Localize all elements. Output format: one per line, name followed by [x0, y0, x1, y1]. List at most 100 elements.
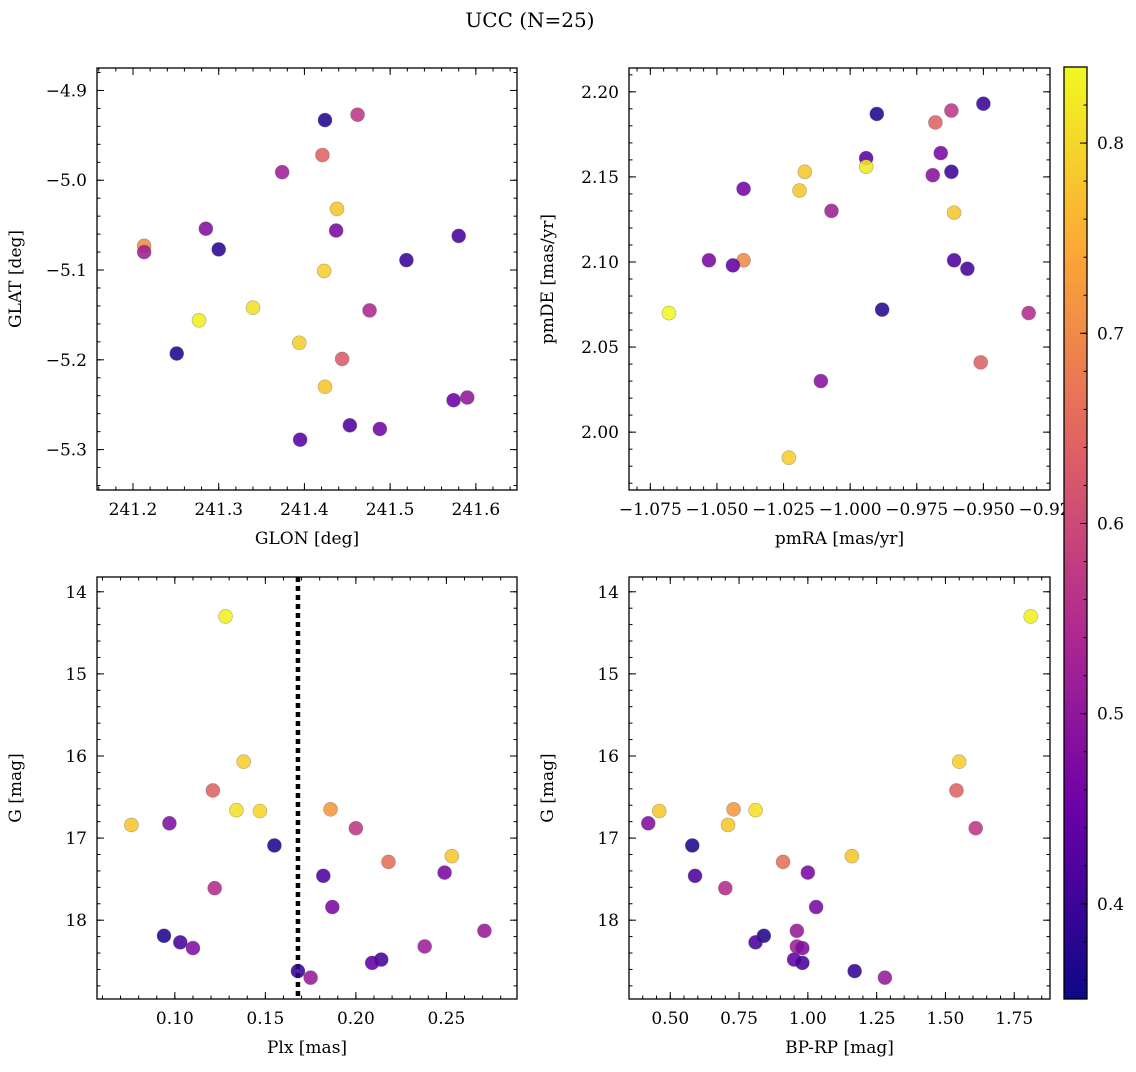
y-tick-label: 2.00 [581, 423, 619, 443]
data-point [444, 848, 460, 864]
panel-1: 241.2 241.3 241.4 241.5 241.6 −4.9 −5.0 −5.1 −5.… [6, 67, 518, 549]
data-point [701, 252, 717, 268]
data-point [775, 854, 791, 870]
y-tick-label: 15 [597, 665, 619, 685]
data-point [218, 609, 233, 624]
ticks: 0.10 0.15 0.20 0.25 14 15 16 17 18 [65, 577, 517, 1029]
x-tick-label: 0.20 [337, 1009, 375, 1029]
data-point [325, 899, 340, 915]
scatter-points [136, 107, 475, 448]
data-point [869, 106, 885, 122]
data-point [323, 802, 338, 817]
panel-4: 0.50 0.75 1.00 1.25 1.50 1.75 14 15 16 17 18 BP-RP … [538, 576, 1051, 1058]
data-point [960, 261, 975, 277]
y-tick-label: 2.20 [581, 83, 619, 103]
y-axis-label: pmDE [mas/yr] [538, 214, 558, 344]
colorbar: 0.4 0.5 0.6 0.7 0.8 [1063, 66, 1124, 1000]
data-point [1023, 609, 1039, 624]
x-tick-label: −0.950 [952, 500, 1015, 520]
data-point [267, 838, 282, 853]
y-tick-label: −5.0 [46, 171, 87, 191]
data-point [317, 379, 333, 395]
data-point [687, 868, 703, 884]
data-point [162, 816, 177, 831]
data-point [303, 970, 318, 985]
colorbar-tick-label: 0.8 [1097, 134, 1124, 154]
x-axis-label: GLON [deg] [255, 529, 359, 549]
y-tick-label: −5.1 [46, 261, 87, 281]
data-point [797, 164, 813, 180]
data-point [684, 838, 700, 853]
scatter-points [124, 609, 492, 985]
data-point [315, 868, 331, 884]
y-tick-label: 17 [65, 829, 87, 849]
data-point [399, 252, 414, 268]
x-tick-label: 241.3 [194, 500, 243, 520]
data-point [274, 164, 290, 180]
data-point [651, 803, 667, 819]
x-tick-label: 0.50 [651, 1009, 689, 1029]
colorbar-tick-label: 0.6 [1097, 514, 1124, 534]
x-tick-label: 1.50 [927, 1009, 965, 1029]
y-tick-label: 2.10 [581, 253, 619, 273]
data-point [781, 450, 797, 465]
data-point [381, 854, 396, 870]
x-tick-label: 1.75 [995, 1009, 1033, 1029]
data-point [944, 164, 959, 180]
data-point [858, 159, 874, 174]
data-point [949, 783, 964, 798]
data-point [726, 802, 741, 817]
data-point [292, 432, 308, 448]
ticks: 241.2 241.3 241.4 241.5 241.6 −4.9 −5.0 −5.1 −5.… [46, 68, 517, 520]
data-point [334, 351, 350, 367]
x-tick-label: 0.10 [156, 1009, 194, 1029]
data-point [640, 816, 656, 831]
data-point [315, 147, 330, 163]
y-tick-label: 2.15 [581, 168, 619, 188]
data-point [1021, 305, 1036, 321]
x-tick-label: −1.075 [619, 500, 682, 520]
data-point [789, 923, 805, 939]
data-point [725, 258, 741, 273]
data-point [372, 421, 388, 437]
data-point [124, 817, 139, 833]
colorbar-tick-label: 0.4 [1097, 895, 1124, 915]
x-tick-label: −0.975 [885, 500, 948, 520]
y-axis-label: G [mag] [538, 753, 558, 822]
data-point [477, 923, 492, 939]
data-point [236, 754, 251, 770]
data-point [808, 899, 824, 915]
y-axis-label: GLAT [deg] [6, 230, 26, 328]
y-tick-label: 14 [597, 583, 619, 603]
data-point [944, 103, 959, 118]
data-point [329, 201, 345, 217]
x-tick-label: 0.75 [720, 1009, 758, 1029]
data-point [290, 963, 306, 979]
y-tick-label: 18 [597, 911, 619, 931]
x-axis-label: pmRA [mas/yr] [775, 529, 904, 549]
x-tick-label: 0.25 [427, 1009, 465, 1029]
y-axis-label: G [mag] [6, 753, 26, 822]
x-tick-label: 241.6 [452, 500, 501, 520]
data-point [795, 955, 810, 971]
data-point [933, 145, 949, 161]
data-point [136, 244, 152, 260]
data-point [968, 820, 984, 836]
ticks: −1.075 −1.050 −1.025 −1.000 −0.975 −0.950 −0.9… [581, 68, 1081, 520]
panel-2: −1.075 −1.050 −1.025 −1.000 −0.975 −0.950 −0.9… [538, 67, 1081, 549]
data-point [976, 96, 991, 112]
y-tick-label: 14 [65, 583, 87, 603]
data-point [417, 939, 432, 954]
data-point [795, 940, 810, 956]
data-point [847, 963, 862, 979]
x-tick-label: 241.4 [280, 500, 329, 520]
data-point [946, 205, 962, 220]
y-tick-label: −5.3 [46, 441, 87, 461]
scatter-points [661, 96, 1036, 465]
data-point [877, 970, 893, 985]
data-point [446, 392, 461, 408]
y-tick-label: −4.9 [46, 81, 87, 101]
data-point [925, 167, 941, 183]
x-tick-label: 0.15 [246, 1009, 284, 1029]
